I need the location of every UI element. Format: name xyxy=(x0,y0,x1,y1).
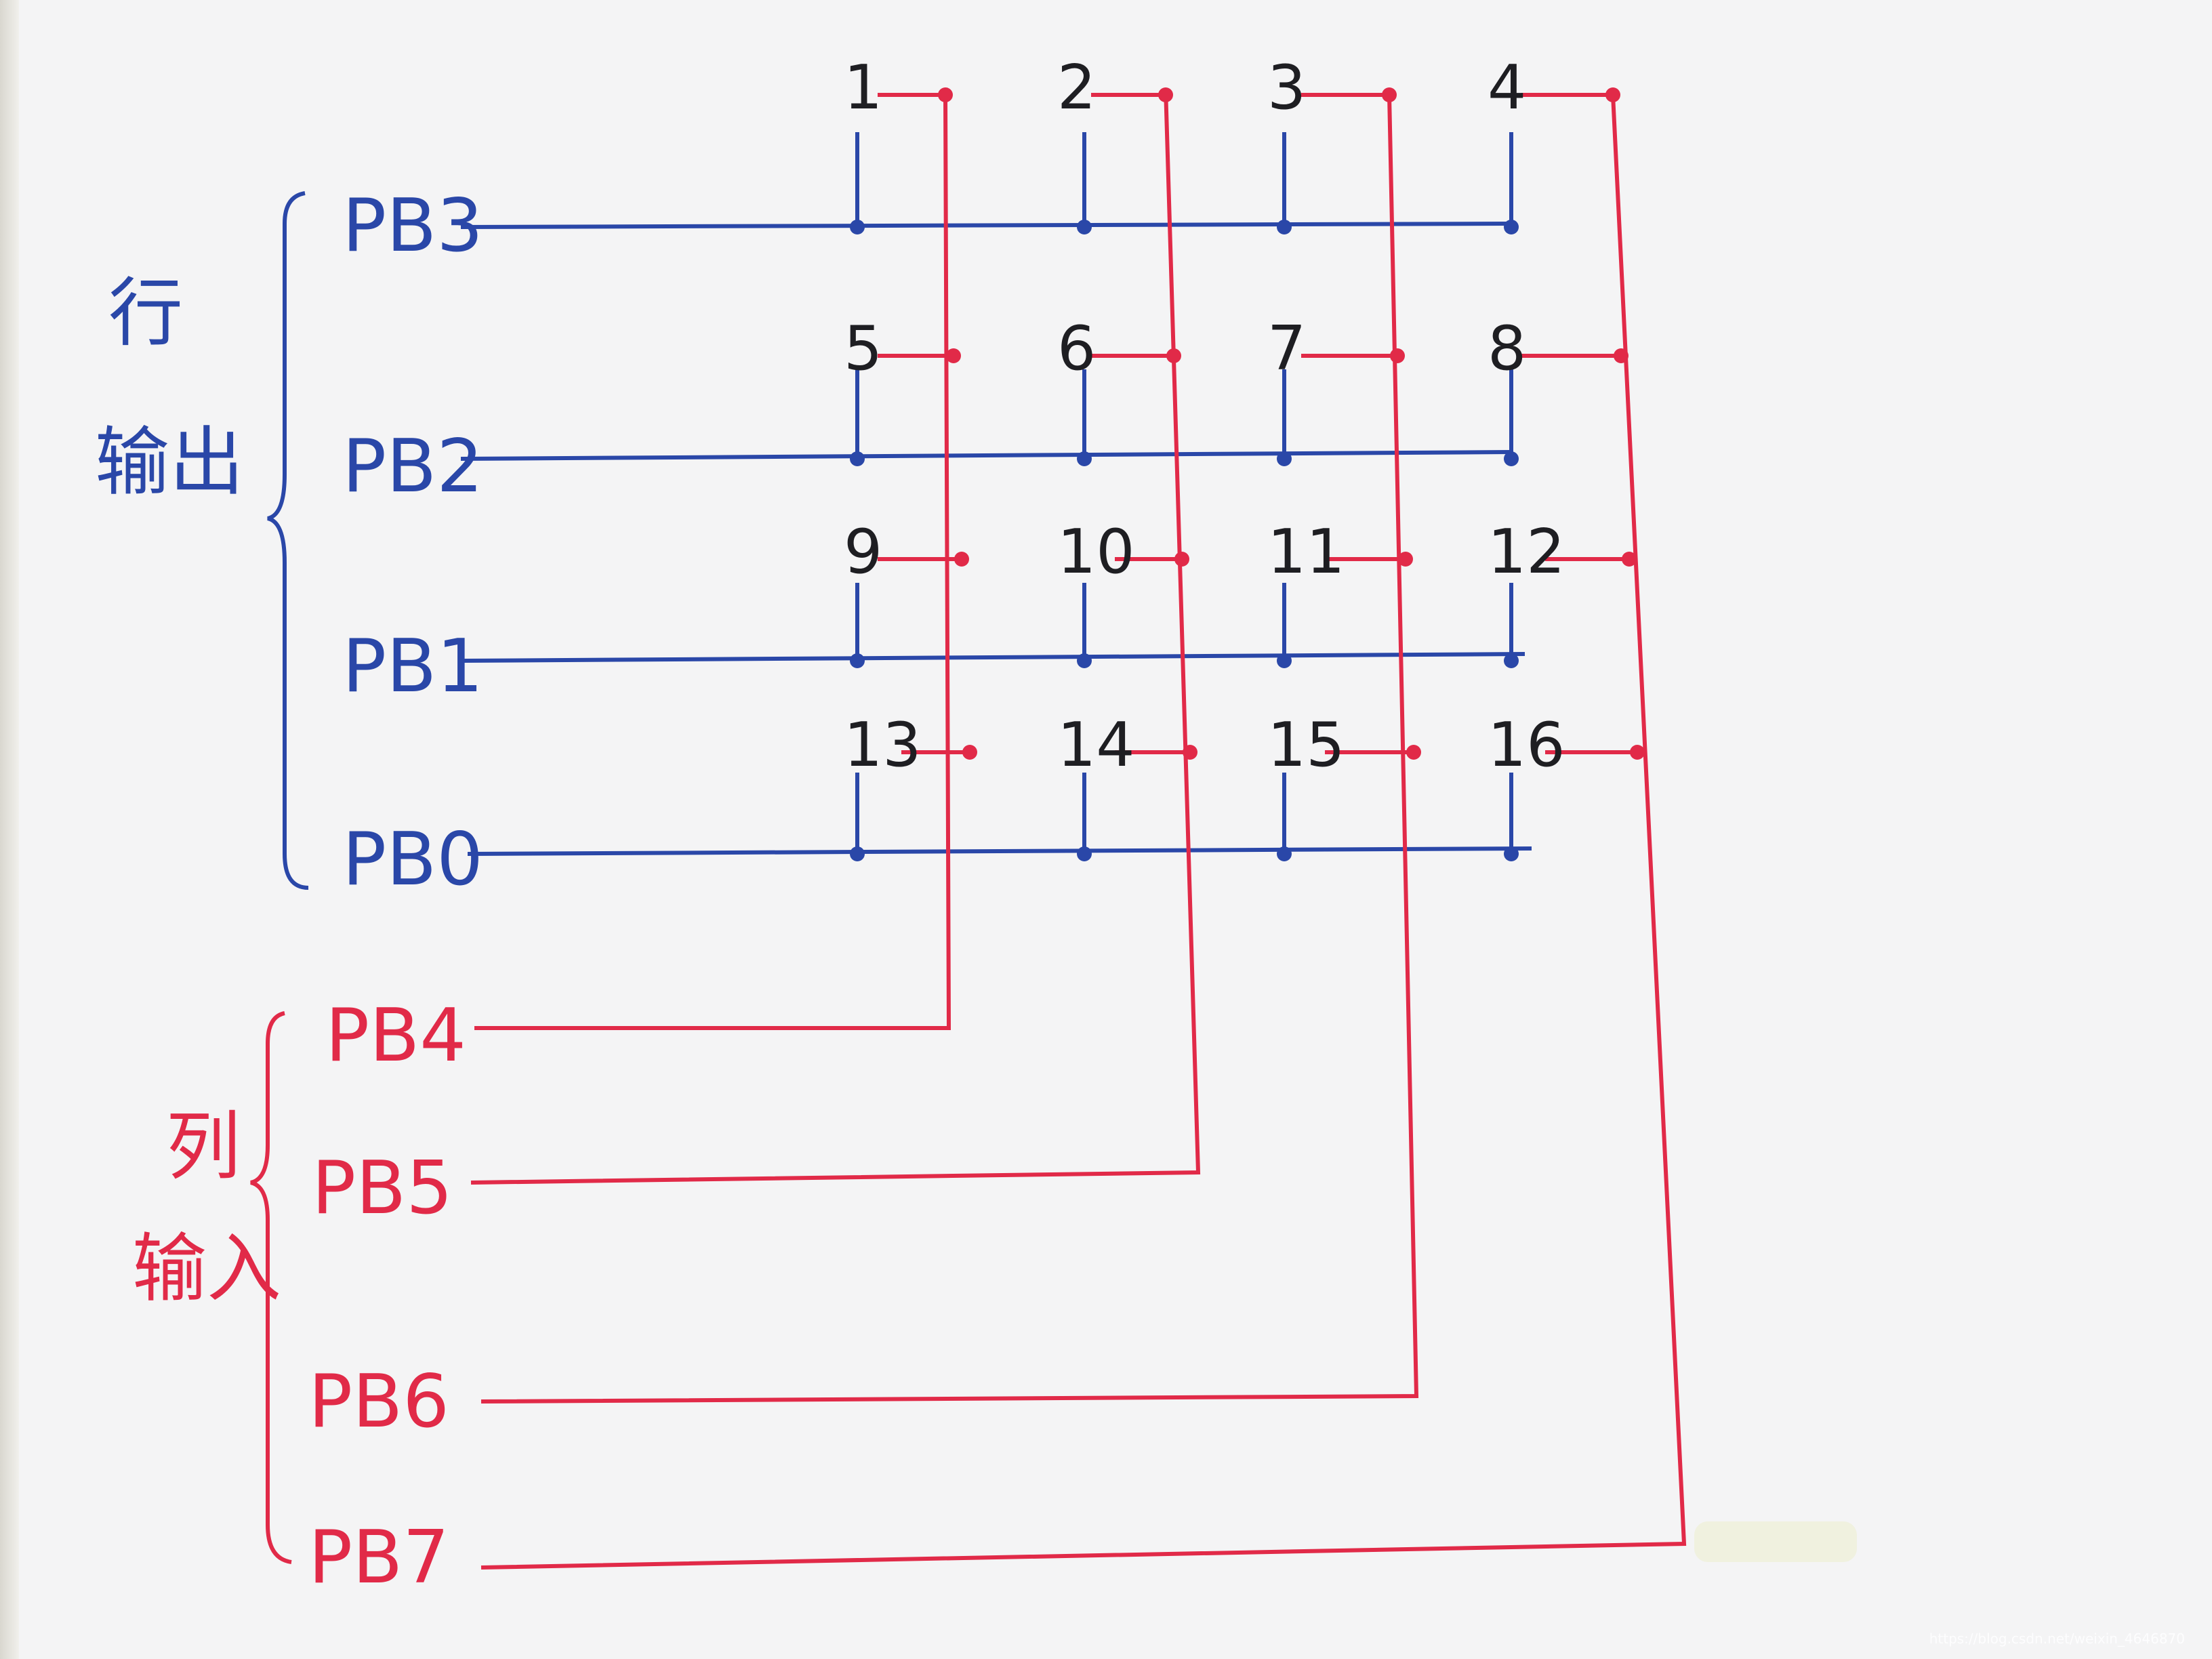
key-switch: 7 xyxy=(1267,313,1405,466)
col-junction-dot xyxy=(1166,348,1181,363)
key-switch: 10 xyxy=(1057,516,1189,668)
col-wires xyxy=(470,87,1687,1570)
col-junction-dot xyxy=(1382,87,1397,102)
key-switch: 3 xyxy=(1267,52,1397,234)
col-junction-dot xyxy=(1158,87,1173,102)
col-wire-pb4 xyxy=(474,94,951,1030)
key-switch: 16 xyxy=(1488,710,1645,861)
row-wire-pb1 xyxy=(460,652,1525,663)
row-junction-dot xyxy=(1504,220,1519,234)
key-label: 16 xyxy=(1488,710,1565,781)
row-wires xyxy=(460,222,1532,856)
row-junction-dot xyxy=(850,451,865,466)
col-pin-label: PB6 xyxy=(308,1359,449,1444)
key-label: 2 xyxy=(1057,52,1096,123)
col-pin-label: PB7 xyxy=(308,1515,449,1600)
key-label: 9 xyxy=(844,516,882,588)
key-switch: 13 xyxy=(844,710,977,861)
col-wire-pb7 xyxy=(480,94,1687,1570)
row-wire-pb2 xyxy=(460,450,1512,461)
key-switch: 4 xyxy=(1488,52,1620,234)
col-junction-dot xyxy=(1622,552,1637,567)
key-switch: 11 xyxy=(1267,516,1413,668)
key-switch: 14 xyxy=(1057,710,1197,861)
tape-strip xyxy=(1694,1521,1857,1562)
key-label: 13 xyxy=(844,710,922,781)
col-pin-label: PB4 xyxy=(325,994,466,1078)
key-label: 4 xyxy=(1488,52,1526,123)
row-junction-dot xyxy=(1504,653,1519,668)
key-switch: 15 xyxy=(1267,710,1421,861)
watermark: https://blog.csdn.net/weixin_4646870 xyxy=(1929,1631,2185,1647)
col-junction-dot xyxy=(1605,87,1620,102)
col-junction-dot xyxy=(1614,348,1629,363)
row-junction-dot xyxy=(850,220,865,234)
col-pin-label: PB5 xyxy=(312,1146,453,1231)
col-junction-dot xyxy=(954,552,969,567)
key-switch: 6 xyxy=(1057,313,1181,466)
row-group-label-line1: 行 xyxy=(108,270,183,356)
key-label: 7 xyxy=(1267,313,1306,384)
key-switch: 8 xyxy=(1488,313,1629,466)
row-junction-dot xyxy=(1277,846,1292,861)
col-group-label-line2: 输入 xyxy=(132,1225,281,1312)
key-label: 5 xyxy=(844,313,882,384)
key-label: 11 xyxy=(1267,516,1345,588)
key-switch: 9 xyxy=(844,516,969,668)
row-junction-dot xyxy=(1277,653,1292,668)
key-label: 15 xyxy=(1267,710,1345,781)
col-junction-dot xyxy=(1390,348,1405,363)
row-pin-label: PB1 xyxy=(342,624,483,709)
key-label: 1 xyxy=(844,52,882,123)
col-junction-dot xyxy=(1398,552,1413,567)
row-junction-dot xyxy=(1077,220,1092,234)
col-junction-dot xyxy=(1630,745,1645,760)
row-junction-dot xyxy=(1077,846,1092,861)
row-pin-label: PB3 xyxy=(342,184,483,268)
row-wire-pb3 xyxy=(460,222,1509,229)
paper-edge xyxy=(0,0,19,1659)
row-junction-dot xyxy=(850,653,865,668)
col-junction-dot xyxy=(962,745,977,760)
row-brace xyxy=(267,191,309,890)
row-junction-dot xyxy=(1504,846,1519,861)
row-junction-dot xyxy=(1277,451,1292,466)
key-label: 6 xyxy=(1057,313,1096,384)
key-label: 14 xyxy=(1057,710,1135,781)
col-wire-pb5 xyxy=(470,87,1201,1185)
col-wire-pb6 xyxy=(480,94,1419,1404)
row-junction-dot xyxy=(1277,220,1292,234)
key-switch: 2 xyxy=(1057,52,1173,234)
key-label: 3 xyxy=(1267,52,1306,123)
col-junction-dot xyxy=(938,87,953,102)
col-group-label-line1: 列 xyxy=(166,1103,241,1190)
row-wire-pb0 xyxy=(467,846,1532,856)
col-junction-dot xyxy=(1406,745,1421,760)
col-brace xyxy=(250,1011,292,1564)
key-label: 10 xyxy=(1057,516,1135,588)
row-junction-dot xyxy=(1077,653,1092,668)
row-group-label-line2: 输出 xyxy=(95,419,244,506)
key-switch: 5 xyxy=(844,313,961,466)
key-label: 12 xyxy=(1488,516,1565,588)
row-pin-label: PB0 xyxy=(342,817,483,902)
row-pin-label: PB2 xyxy=(342,424,483,509)
key-switch: 12 xyxy=(1488,516,1637,668)
col-junction-dot xyxy=(1183,745,1197,760)
col-junction-dot xyxy=(1174,552,1189,567)
col-junction-dot xyxy=(946,348,961,363)
key-switch: 1 xyxy=(844,52,953,234)
key-label: 8 xyxy=(1488,313,1526,384)
row-junction-dot xyxy=(1077,451,1092,466)
row-junction-dot xyxy=(1504,451,1519,466)
row-junction-dot xyxy=(850,846,865,861)
